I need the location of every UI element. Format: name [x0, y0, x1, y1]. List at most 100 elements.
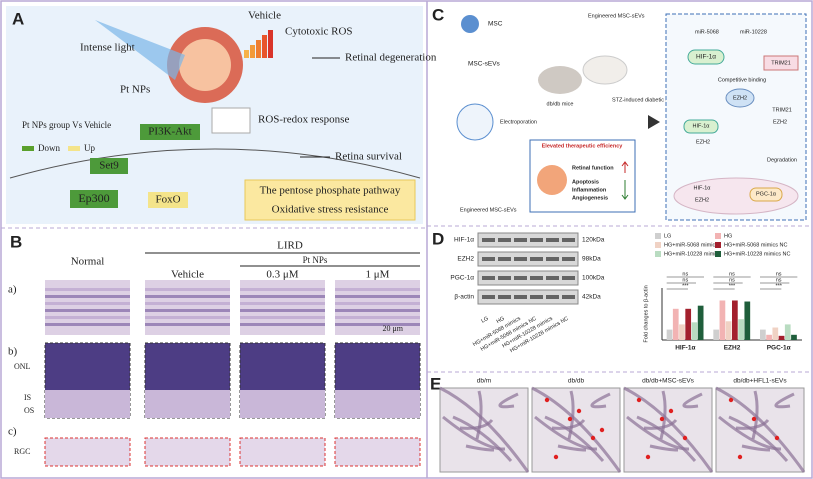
acellular-capillary [599, 427, 605, 433]
panel-a: A Intense light Vehicle Cytotoxic ROS Re… [6, 6, 437, 224]
tissue-layer [45, 309, 130, 312]
text: 20 μm [382, 324, 403, 333]
node [683, 119, 719, 134]
band [546, 276, 559, 280]
text: Oxidative stress resistance [272, 204, 389, 216]
node [725, 88, 755, 108]
eye-illustration [179, 39, 231, 91]
bar [672, 308, 679, 340]
tissue-layer [145, 323, 230, 326]
bar [697, 305, 704, 340]
vessel [718, 415, 782, 451]
acellular-capillary [636, 397, 642, 403]
panel-c: C MSC MSC-sEVs Electroporation Engineere… [432, 5, 807, 221]
text: Retinal function [572, 165, 614, 171]
tissue-layer [45, 302, 130, 305]
bar [744, 301, 751, 340]
tissue-layer [145, 309, 230, 312]
legend-label: LG [664, 233, 671, 239]
acellular-capillary [682, 435, 688, 441]
band [482, 238, 495, 242]
panel-label: D [432, 229, 444, 248]
legend-swatch [22, 146, 34, 151]
text: c) [8, 426, 17, 438]
arrow [648, 115, 660, 129]
column-label: db/db+MSC-sEVs [642, 378, 695, 385]
text: ROS-redox response [258, 114, 349, 126]
vesicle-icon [456, 103, 494, 141]
band [482, 257, 495, 261]
vessel [649, 444, 679, 452]
vessel [465, 444, 495, 452]
text: HIF-1α [693, 123, 711, 129]
legend-label: HG+miR-10228 mimics [664, 251, 721, 257]
text: a) [8, 284, 17, 296]
tissue-layer [240, 295, 325, 298]
y-axis-label: Fold changes to β-actin [643, 285, 649, 342]
tissue-layer [45, 390, 130, 418]
microscopy-image [439, 387, 529, 473]
band [562, 295, 575, 299]
significance-label: ns [729, 277, 735, 283]
tissue-layer [240, 390, 325, 418]
legend-swatch [655, 233, 661, 239]
significance-label: ns [682, 277, 688, 283]
text: Engineered MSC-sEVs [588, 13, 645, 19]
text: Cytotoxic ROS [285, 26, 353, 38]
legend-label: HG+miR-5068 mimics [664, 242, 718, 248]
text: EZH2 [733, 95, 747, 101]
tissue-layer [45, 323, 130, 326]
column-label: db/db [568, 378, 585, 385]
node [140, 124, 200, 140]
column-label: Normal [71, 256, 105, 268]
panel-label: C [432, 5, 444, 24]
text: RGC [14, 447, 30, 456]
significance-label: ns [776, 277, 782, 283]
bar [713, 329, 720, 340]
node [90, 158, 128, 174]
acellular-capillary [737, 454, 743, 460]
tissue-layer [240, 302, 325, 305]
histology-image [334, 437, 421, 467]
western-blot: HIF-1α 120kDa EZH2 98kDa PGC-1α 100kDa β-actin… [450, 232, 605, 354]
band [482, 276, 495, 280]
band [562, 257, 575, 261]
vessel-images: db/m db/db db/db+MSC-sEVs db/db+HFL1-sEVs [439, 378, 806, 473]
vessel [442, 415, 506, 451]
vessel [682, 392, 703, 409]
text: PI3K-Akt [148, 126, 191, 138]
text: TRIM21 [772, 107, 792, 113]
vessel [534, 415, 598, 451]
band [546, 238, 559, 242]
band [562, 276, 575, 280]
tissue-layer [335, 302, 420, 305]
text: Down [38, 143, 60, 153]
text: ONL [14, 362, 31, 371]
acellular-capillary [774, 435, 780, 441]
acellular-capillary [668, 408, 674, 414]
significance-label: ns [776, 271, 782, 277]
text: Up [84, 143, 95, 153]
band [498, 295, 511, 299]
text: Ep300 [78, 191, 109, 205]
acellular-capillary [728, 397, 734, 403]
band [498, 276, 511, 280]
bar [666, 329, 673, 340]
acellular-capillary [576, 408, 582, 414]
bar [778, 335, 785, 340]
blot-strip [477, 270, 579, 286]
vessel [626, 415, 690, 451]
light-beam [95, 20, 185, 80]
tissue-layer [45, 316, 130, 319]
vessel [459, 418, 494, 430]
bar [691, 322, 698, 340]
vessel [452, 415, 513, 462]
band [514, 295, 527, 299]
node [763, 55, 799, 71]
tissue-layer [240, 309, 325, 312]
arrow [621, 161, 629, 173]
text: OS [24, 406, 34, 415]
bar [772, 327, 779, 340]
text: Engineered MSC-sEVs [460, 207, 517, 213]
